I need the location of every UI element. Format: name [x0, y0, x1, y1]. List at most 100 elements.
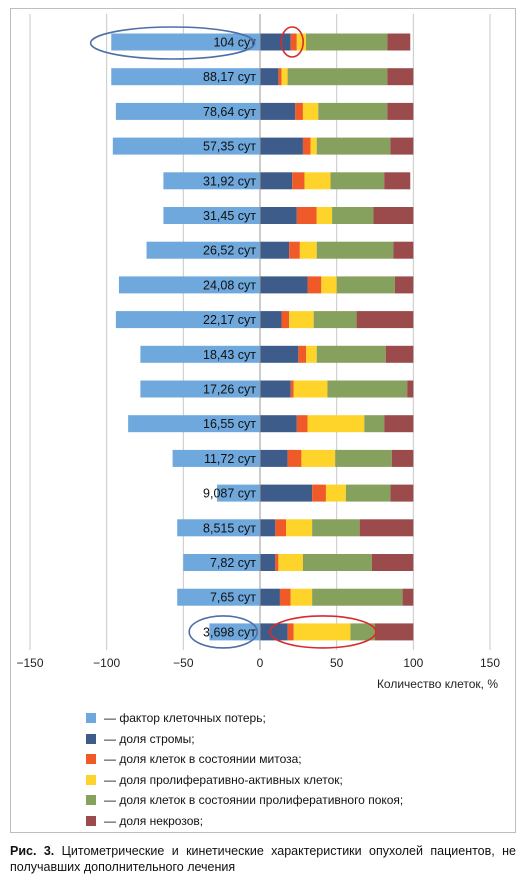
bar-segment-mitosis [298, 345, 306, 363]
bar-segment-cell-loss [111, 68, 261, 86]
annotation-ellipse-3698 [188, 615, 258, 649]
bar-segment-cell-loss [163, 207, 260, 224]
legend-swatch [86, 774, 96, 785]
bar-segment-necrosis [393, 241, 414, 259]
bar-segment-resting [364, 415, 385, 433]
bar-segment-necrosis [356, 311, 414, 329]
bar-segment-proliferative [289, 311, 314, 329]
bar-segment-cell-loss [172, 449, 260, 467]
bar-segment-stroma [260, 484, 313, 502]
category-label: 17,26 сут [203, 383, 256, 397]
bar-segment-proliferative [325, 484, 346, 502]
bar-segment-cell-loss [209, 623, 260, 641]
bar-segment-resting [312, 588, 403, 606]
legend-swatch [86, 713, 96, 723]
bar-segment-necrosis [387, 68, 414, 86]
category-label: 26,52 сут [203, 244, 256, 258]
bar-segment-cell-loss [177, 519, 260, 537]
bar-segment-necrosis [390, 137, 414, 155]
legend-label: — доля стромы; [104, 731, 195, 746]
bar-segment-mitosis [287, 623, 294, 641]
bar-segment-cell-loss [140, 380, 260, 398]
bar-segment-necrosis [394, 276, 414, 294]
bar-segment-proliferative [281, 68, 288, 86]
bar-segment-proliferative [293, 623, 351, 641]
bar-segment-stroma [260, 172, 293, 190]
bar-segment-resting [318, 102, 388, 120]
bar-segment-necrosis [359, 519, 414, 537]
chart-legend: — фактор клеточных потерь; — доля стромы;… [86, 708, 403, 832]
x-tick-label: 100 [403, 656, 423, 670]
bar-segment-necrosis [387, 102, 414, 120]
bar-segment-stroma [260, 33, 291, 51]
category-label: 31,92 сут [203, 174, 256, 188]
legend-item: — доля клеток в состоянии пролиферативно… [86, 790, 403, 811]
bar-segment-mitosis [296, 207, 317, 224]
x-tick-label: 50 [330, 656, 344, 670]
legend-label: — доля некрозов; [104, 813, 204, 828]
bar-segment-stroma [260, 380, 291, 398]
category-label: 16,55 сут [203, 417, 256, 431]
bar-segment-proliferative [301, 449, 336, 467]
bar-segment-mitosis [275, 519, 287, 537]
bar-segment-mitosis [287, 449, 302, 467]
bar-segment-cell-loss [111, 33, 261, 51]
category-label: 7,82 сут [210, 556, 256, 570]
bar-segment-mitosis [290, 380, 294, 398]
bar-segment-mitosis [290, 33, 297, 51]
bar-segment-stroma [260, 241, 290, 259]
bar-segment-cell-loss [163, 172, 260, 190]
category-label: 78,64 сут [203, 105, 256, 119]
bar-segment-necrosis [402, 588, 414, 606]
bar-segment-cell-loss [140, 345, 260, 363]
caption-label: Рис. 3. [10, 844, 55, 858]
stacked-bar-chart: −150 −100 −50 0 50 100 150 Количество клеток, %… [16, 14, 500, 691]
bar-segment-mitosis [281, 311, 290, 329]
bar-segment-resting [316, 137, 391, 155]
category-label: 3,698 сут [203, 625, 256, 639]
bar-segment-resting [313, 311, 357, 329]
bar-segment-cell-loss [183, 554, 260, 571]
bar-segment-stroma [260, 345, 299, 363]
bar-segment-necrosis [373, 207, 414, 224]
bar-segment-proliferative [290, 588, 313, 606]
legend-item: — доля пролиферативно-активных клеток; [86, 770, 403, 791]
bar-segment-necrosis [375, 623, 414, 641]
category-label: 7,65 сут [210, 591, 256, 605]
bar-segment-proliferative [299, 241, 317, 259]
bar-segment-proliferative [316, 207, 333, 224]
bar-segment-stroma [260, 519, 276, 537]
annotation-ellipse-proliferative [269, 615, 377, 649]
x-tick-label: 0 [257, 656, 264, 670]
bar-segment-cell-loss [118, 276, 260, 294]
bar-segment-necrosis [385, 345, 414, 363]
legend-label: — доля клеток в состоянии митоза; [104, 752, 302, 767]
x-tick-label: −100 [93, 656, 120, 670]
bar-segment-cell-loss [217, 484, 260, 502]
bar-segment-proliferative [286, 519, 313, 537]
bar-segment-mitosis [275, 554, 279, 571]
bar-segment-resting [287, 68, 388, 86]
bar-segment-stroma [260, 415, 297, 433]
legend-item: — доля стромы; [86, 729, 403, 750]
bar-segment-proliferative [296, 33, 306, 51]
x-tick-label: −150 [16, 656, 43, 670]
bar-segment-necrosis [391, 449, 414, 467]
x-tick-label: 150 [480, 656, 500, 670]
bar-segment-proliferative [306, 345, 317, 363]
category-label: 9,087 сут [203, 487, 256, 501]
bar-segment-proliferative [321, 276, 337, 294]
legend-label: — доля пролиферативно-активных клеток; [104, 772, 343, 787]
bar-segment-mitosis [295, 102, 303, 120]
category-label: 11,72 сут [204, 452, 256, 466]
bar-segment-mitosis [292, 172, 305, 190]
bar-segment-cell-loss [177, 588, 260, 606]
bar-segment-proliferative [293, 380, 328, 398]
annotation-ellipse-mitosis [280, 26, 305, 58]
category-label: 57,35 сут [203, 140, 256, 154]
category-label: 24,08 сут [203, 278, 256, 292]
bar-segment-necrosis [384, 415, 414, 433]
category-label: 18,43 сут [203, 348, 256, 362]
bar-segment-proliferative [302, 102, 319, 120]
bar-segment-stroma [260, 554, 276, 571]
